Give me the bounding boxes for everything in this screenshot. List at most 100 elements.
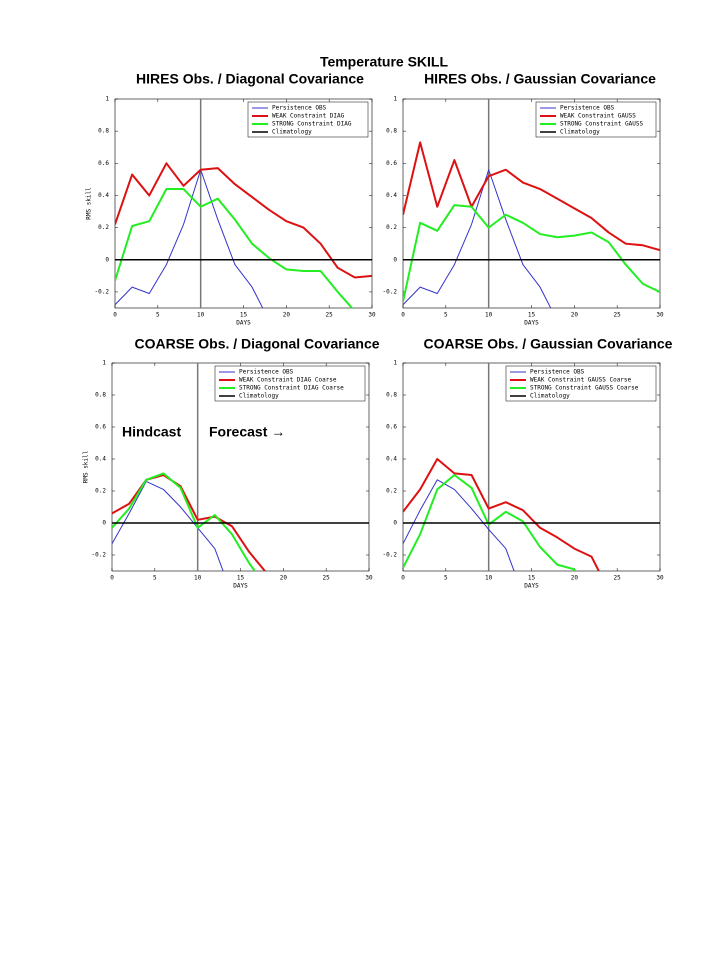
- y-tick-label: 0.2: [386, 224, 397, 231]
- chart-title: HIRES Obs. / Gaussian Covariance: [424, 71, 656, 87]
- series-line: [403, 474, 577, 571]
- x-tick-label: 30: [656, 312, 664, 319]
- y-tick-label: -0.2: [383, 288, 398, 295]
- x-tick-label: 25: [614, 575, 622, 582]
- y-tick-label: -0.2: [92, 552, 107, 559]
- y-tick-label: 0.2: [386, 488, 397, 495]
- legend-label: STRONG Constraint DIAG: [272, 121, 352, 128]
- x-tick-label: 5: [153, 575, 157, 582]
- legend-label: Climatology: [560, 129, 600, 136]
- y-tick-label: -0.2: [383, 552, 398, 559]
- y-tick-label: 1: [393, 96, 397, 103]
- x-tick-label: 30: [656, 575, 664, 582]
- y-tick-label: 0.2: [95, 488, 106, 495]
- x-tick-label: 5: [156, 312, 160, 319]
- series-line: [112, 474, 267, 571]
- legend-label: Persistence OBS: [560, 105, 615, 112]
- series-line: [403, 141, 660, 252]
- x-tick-label: 15: [237, 575, 245, 582]
- x-axis-label: DAYS: [233, 583, 248, 590]
- x-tick-label: 10: [194, 575, 202, 582]
- y-tick-label: 0.4: [386, 192, 397, 199]
- chart-title: COARSE Obs. / Diagonal Covariance: [134, 336, 379, 352]
- x-tick-label: 15: [528, 312, 536, 319]
- y-tick-label: 0: [105, 256, 109, 263]
- chart-title: HIRES Obs. / Diagonal Covariance: [136, 71, 364, 87]
- annotation: Hindcast: [122, 424, 181, 440]
- legend-label: Persistence OBS: [272, 105, 327, 112]
- legend-label: STRONG Constraint GAUSS Coarse: [530, 385, 639, 392]
- series-line: [403, 204, 660, 302]
- y-tick-label: 1: [105, 96, 109, 103]
- series-line: [115, 188, 354, 308]
- y-tick-label: 0.8: [95, 392, 106, 399]
- y-tick-label: 0: [102, 520, 106, 527]
- legend-label: Persistence OBS: [239, 369, 294, 376]
- series-line: [403, 169, 552, 308]
- x-tick-label: 20: [280, 575, 288, 582]
- plot-lines: [115, 99, 372, 308]
- series-line: [115, 162, 372, 279]
- y-tick-label: 0.4: [95, 456, 106, 463]
- x-tick-label: 25: [323, 575, 331, 582]
- x-tick-label: 25: [326, 312, 334, 319]
- legend-label: Climatology: [239, 393, 279, 400]
- series-line: [403, 479, 515, 571]
- y-tick-label: 0.6: [98, 160, 109, 167]
- plot-lines: [403, 363, 660, 571]
- x-tick-label: 10: [485, 312, 493, 319]
- x-axis-label: DAYS: [236, 320, 251, 327]
- y-tick-label: 0.8: [386, 128, 397, 135]
- y-tick-label: 0.4: [98, 192, 109, 199]
- y-tick-label: 0.8: [98, 128, 109, 135]
- series-line: [112, 472, 257, 571]
- y-axis-label: RMS skill: [86, 187, 93, 220]
- x-tick-label: 10: [197, 312, 205, 319]
- legend-label: STRONG Constraint DIAG Coarse: [239, 385, 344, 392]
- legend-label: WEAK Constraint GAUSS: [560, 113, 636, 120]
- y-tick-label: 0.6: [386, 424, 397, 431]
- x-tick-label: 20: [571, 312, 579, 319]
- legend-box: [505, 365, 657, 402]
- y-tick-label: -0.2: [95, 288, 110, 295]
- series-line: [112, 480, 224, 571]
- x-tick-label: 30: [368, 312, 376, 319]
- legend-label: WEAK Constraint GAUSS Coarse: [530, 377, 632, 384]
- x-tick-label: 10: [485, 575, 493, 582]
- x-tick-label: 5: [444, 575, 448, 582]
- annotation: Forecast →: [209, 424, 285, 440]
- legend-label: WEAK Constraint DIAG: [272, 113, 345, 120]
- x-axis-label: DAYS: [524, 583, 539, 590]
- y-tick-label: 0.4: [386, 456, 397, 463]
- x-tick-label: 30: [365, 575, 373, 582]
- x-tick-label: 25: [614, 312, 622, 319]
- x-tick-label: 0: [401, 575, 405, 582]
- chart-title: COARSE Obs. / Gaussian Covariance: [424, 336, 673, 352]
- x-axis-label: DAYS: [524, 320, 539, 327]
- y-tick-label: 0.6: [386, 160, 397, 167]
- series-line: [403, 458, 600, 571]
- y-tick-label: 0.2: [98, 224, 109, 231]
- figure-title: Temperature SKILL: [320, 54, 449, 70]
- y-axis-label: RMS skill: [83, 450, 90, 483]
- x-tick-label: 5: [444, 312, 448, 319]
- legend-label: WEAK Constraint DIAG Coarse: [239, 377, 337, 384]
- x-tick-label: 20: [571, 575, 579, 582]
- x-tick-label: 0: [110, 575, 114, 582]
- y-tick-label: 0.6: [95, 424, 106, 431]
- legend-label: Persistence OBS: [530, 369, 585, 376]
- x-tick-label: 0: [113, 312, 117, 319]
- x-tick-label: 20: [283, 312, 291, 319]
- y-tick-label: 1: [393, 360, 397, 367]
- x-tick-label: 15: [240, 312, 248, 319]
- x-tick-label: 15: [528, 575, 536, 582]
- x-tick-label: 0: [401, 312, 405, 319]
- y-tick-label: 0.8: [386, 392, 397, 399]
- legend-label: Climatology: [272, 129, 312, 136]
- legend-label: Climatology: [530, 393, 570, 400]
- y-tick-label: 1: [102, 360, 106, 367]
- y-tick-label: 0: [393, 256, 397, 263]
- plot-lines: [403, 99, 660, 308]
- plot-lines: [112, 363, 369, 571]
